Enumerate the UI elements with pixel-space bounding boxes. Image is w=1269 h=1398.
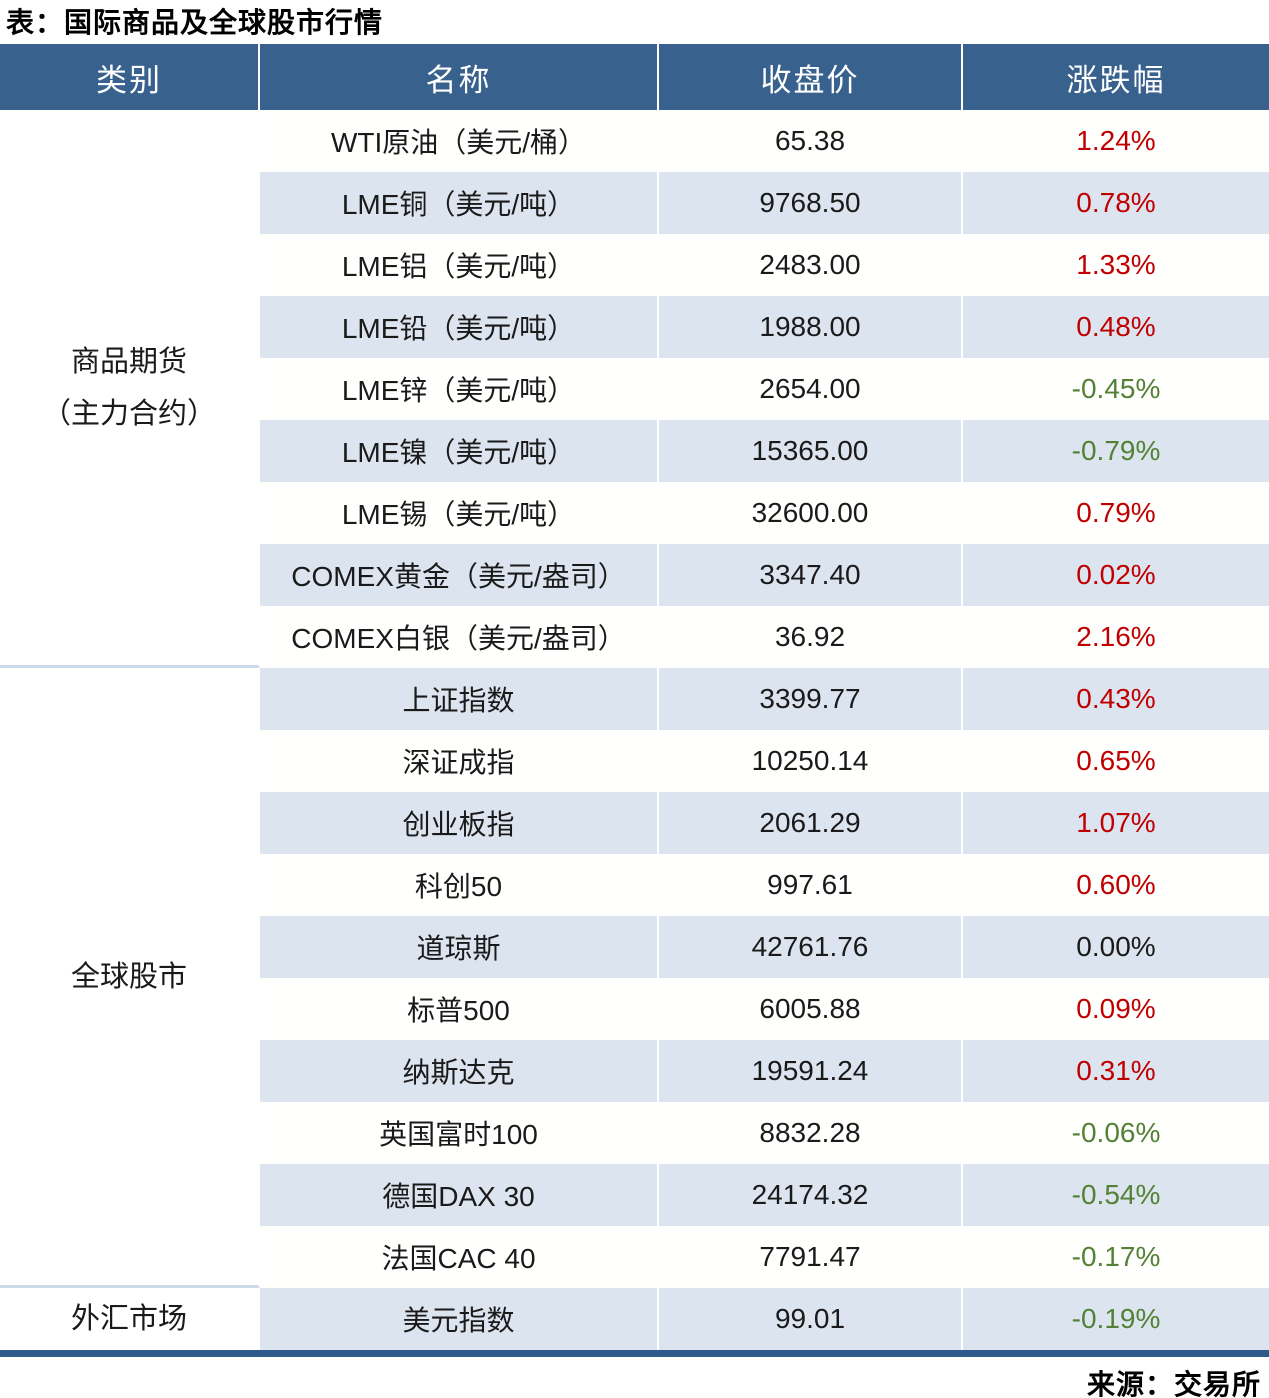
change-cell: 2.16% bbox=[963, 606, 1269, 668]
close-cell: 65.38 bbox=[659, 110, 963, 172]
table-bottom-border bbox=[0, 1350, 1269, 1357]
close-cell: 7791.47 bbox=[659, 1226, 963, 1288]
table-title: 表：国际商品及全球股市行情 bbox=[6, 7, 384, 38]
change-cell: -0.19% bbox=[963, 1288, 1269, 1350]
col-header-category: 类别 bbox=[0, 44, 260, 110]
change-cell: 0.78% bbox=[963, 172, 1269, 234]
name-cell: 法国CAC 40 bbox=[260, 1226, 659, 1288]
change-cell: 0.65% bbox=[963, 730, 1269, 792]
name-cell: LME铅（美元/吨） bbox=[260, 296, 659, 358]
change-cell: 0.79% bbox=[963, 482, 1269, 544]
category-line: 外汇市场 bbox=[70, 1303, 187, 1335]
category-line: （主力合约） bbox=[41, 397, 216, 430]
change-cell: -0.54% bbox=[963, 1164, 1269, 1226]
name-cell: 深证成指 bbox=[260, 730, 659, 792]
change-cell: 1.24% bbox=[963, 110, 1269, 172]
close-cell: 997.61 bbox=[659, 854, 963, 916]
name-cell: 上证指数 bbox=[260, 668, 659, 730]
change-cell: 0.43% bbox=[963, 668, 1269, 730]
close-cell: 2061.29 bbox=[659, 792, 963, 854]
category-line: 商品期货 bbox=[70, 345, 187, 378]
close-cell: 15365.00 bbox=[659, 420, 963, 482]
change-cell: 0.09% bbox=[963, 978, 1269, 1040]
market-table: 类别 名称 收盘价 涨跌幅 商品期货 （主力合约） WTI原油（美元/桶） 65.38… bbox=[0, 44, 1269, 1350]
change-cell: -0.45% bbox=[963, 358, 1269, 420]
close-cell: 1988.00 bbox=[659, 296, 963, 358]
name-cell: LME铝（美元/吨） bbox=[260, 234, 659, 296]
name-cell: LME镍（美元/吨） bbox=[260, 420, 659, 482]
name-cell: COMEX白银（美元/盎司） bbox=[260, 606, 659, 668]
name-cell: WTI原油（美元/桶） bbox=[260, 110, 659, 172]
change-cell: 0.48% bbox=[963, 296, 1269, 358]
close-cell: 3347.40 bbox=[659, 544, 963, 606]
change-cell: -0.06% bbox=[963, 1102, 1269, 1164]
name-cell: 美元指数 bbox=[260, 1288, 659, 1350]
category-cell: 商品期货 （主力合约） bbox=[0, 110, 260, 668]
name-cell: 标普500 bbox=[260, 978, 659, 1040]
close-cell: 24174.32 bbox=[659, 1164, 963, 1226]
change-cell: 0.02% bbox=[963, 544, 1269, 606]
close-cell: 8832.28 bbox=[659, 1102, 963, 1164]
name-cell: 科创50 bbox=[260, 854, 659, 916]
col-header-change: 涨跌幅 bbox=[963, 44, 1269, 110]
close-cell: 2654.00 bbox=[659, 358, 963, 420]
category-cell: 外汇市场 bbox=[0, 1288, 260, 1350]
name-cell: LME锡（美元/吨） bbox=[260, 482, 659, 544]
close-cell: 99.01 bbox=[659, 1288, 963, 1350]
close-cell: 36.92 bbox=[659, 606, 963, 668]
change-cell: -0.79% bbox=[963, 420, 1269, 482]
name-cell: LME铜（美元/吨） bbox=[260, 172, 659, 234]
name-cell: 英国富时100 bbox=[260, 1102, 659, 1164]
name-cell: COMEX黄金（美元/盎司） bbox=[260, 544, 659, 606]
category-cell: 全球股市 bbox=[0, 668, 260, 1288]
close-cell: 3399.77 bbox=[659, 668, 963, 730]
close-cell: 9768.50 bbox=[659, 172, 963, 234]
name-cell: 创业板指 bbox=[260, 792, 659, 854]
close-cell: 32600.00 bbox=[659, 482, 963, 544]
change-cell: 1.07% bbox=[963, 792, 1269, 854]
source-label: 来源：交易所 bbox=[1086, 1369, 1261, 1398]
change-cell: 0.60% bbox=[963, 854, 1269, 916]
change-cell: 1.33% bbox=[963, 234, 1269, 296]
close-cell: 6005.88 bbox=[659, 978, 963, 1040]
close-cell: 10250.14 bbox=[659, 730, 963, 792]
close-cell: 19591.24 bbox=[659, 1040, 963, 1102]
change-cell: -0.17% bbox=[963, 1226, 1269, 1288]
col-header-close: 收盘价 bbox=[659, 44, 963, 110]
name-cell: 德国DAX 30 bbox=[260, 1164, 659, 1226]
change-cell: 0.00% bbox=[963, 916, 1269, 978]
name-cell: 纳斯达克 bbox=[260, 1040, 659, 1102]
close-cell: 2483.00 bbox=[659, 234, 963, 296]
category-line: 全球股市 bbox=[70, 960, 187, 993]
name-cell: LME锌（美元/吨） bbox=[260, 358, 659, 420]
name-cell: 道琼斯 bbox=[260, 916, 659, 978]
change-cell: 0.31% bbox=[963, 1040, 1269, 1102]
col-header-name: 名称 bbox=[260, 44, 659, 110]
close-cell: 42761.76 bbox=[659, 916, 963, 978]
